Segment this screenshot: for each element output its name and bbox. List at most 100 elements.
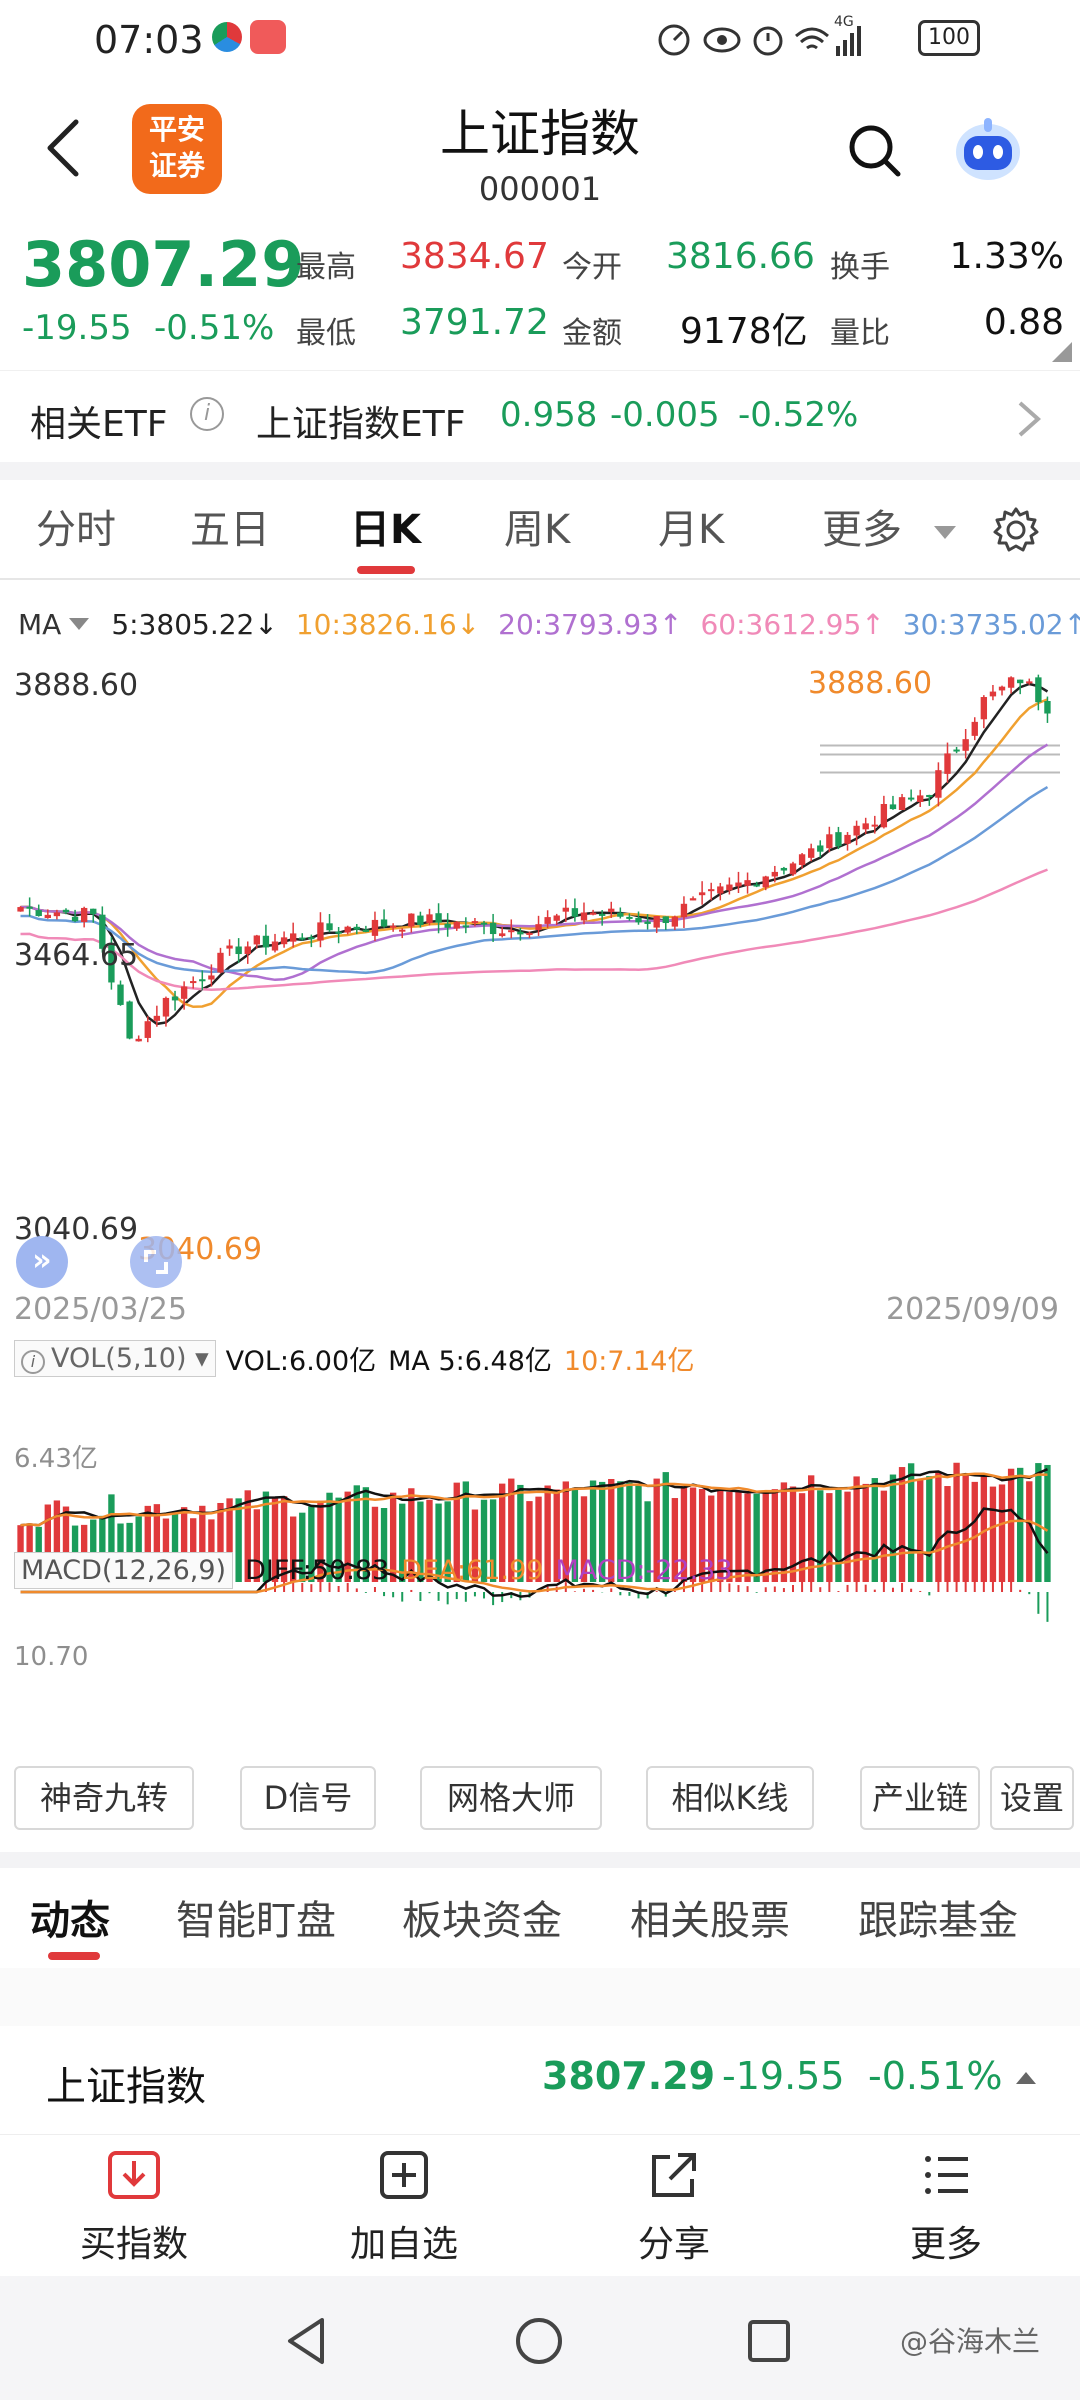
index-summary-row[interactable]: 上证指数 3807.29 -19.55 -0.51% [0, 2026, 1080, 2130]
volume-ma10-line [20, 1472, 1048, 1527]
candle-body [262, 935, 270, 948]
battery-level: 100 [928, 25, 970, 50]
volume-bar [353, 1485, 360, 1582]
add-watchlist-button[interactable]: 加自选 [324, 2147, 484, 2267]
back-button[interactable] [40, 116, 88, 180]
volume-bar [662, 1472, 669, 1582]
candle-body [280, 937, 288, 945]
candle-body [426, 914, 433, 923]
volume-bar [771, 1489, 779, 1582]
nav-recents-icon[interactable] [744, 2316, 794, 2366]
open-label: 今开 [562, 250, 622, 285]
tab-smart-watch[interactable]: 智能盯盘 [176, 1898, 336, 1944]
volume-bar [53, 1500, 61, 1582]
volume-bar [953, 1462, 960, 1582]
ma20-value: 20:3793.93↑ [498, 607, 683, 641]
volume-bar [871, 1478, 878, 1582]
volume-bar [626, 1482, 633, 1582]
broker-logo[interactable]: 平安 证券 [132, 104, 222, 194]
tab-intraday[interactable]: 分时 [36, 507, 116, 553]
candle-body [171, 996, 179, 1001]
candle-body [780, 867, 788, 871]
candle-body [153, 1015, 161, 1021]
candle-body [535, 924, 542, 931]
candle-body [99, 914, 106, 949]
nav-back-icon[interactable] [282, 2316, 332, 2366]
collapse-caret-icon[interactable] [1016, 2072, 1036, 2084]
candle-body [626, 916, 633, 919]
expand-corner-icon[interactable] [1052, 342, 1072, 362]
tab-tracking-funds[interactable]: 跟踪基金 [858, 1898, 1018, 1944]
buy-index-button[interactable]: 买指数 [54, 2147, 214, 2267]
volume-bar [535, 1496, 542, 1582]
candle-body [680, 903, 688, 918]
more-button[interactable]: 更多 [866, 2147, 1026, 2267]
vol-indicator-selector[interactable]: i VOL(5,10) ▾ [14, 1339, 216, 1377]
expand-panel-button[interactable]: » [16, 1236, 68, 1288]
tab-five-day[interactable]: 五日 [190, 507, 270, 553]
tool-magic-nine[interactable]: 神奇九转 [14, 1766, 194, 1830]
tool-industry-chain[interactable]: 产业链 [860, 1766, 980, 1830]
candle-body [889, 804, 897, 810]
fullscreen-button[interactable] [130, 1236, 182, 1288]
volume-bar [1044, 1464, 1051, 1582]
ma-dropdown-icon[interactable] [69, 618, 90, 630]
chevron-right-icon [1018, 401, 1042, 437]
tab-news[interactable]: 动态 [30, 1898, 110, 1944]
tab-more[interactable]: 更多 [822, 507, 902, 553]
volume-bar [135, 1516, 142, 1582]
tab-monthly-k[interactable]: 月K [658, 507, 725, 553]
volume-bar [162, 1518, 170, 1582]
tool-d-signal[interactable]: D信号 [240, 1766, 376, 1830]
candle-body [371, 919, 379, 936]
candle-body [1035, 677, 1042, 703]
related-etf-row[interactable]: 相关ETF i 上证指数ETF 0.958 -0.005 -0.52% [0, 370, 1080, 462]
nav-home-icon[interactable] [514, 2316, 564, 2366]
tool-settings[interactable]: 设置 [990, 1766, 1074, 1830]
candle-body [944, 753, 951, 774]
volume-bar [44, 1504, 51, 1582]
gear-icon[interactable] [992, 506, 1040, 554]
share-button[interactable]: 分享 [594, 2147, 754, 2267]
candle-body [453, 922, 460, 929]
candle-body [735, 882, 742, 887]
tab-sector-funds[interactable]: 板块资金 [402, 1898, 562, 1944]
volume-bar [489, 1499, 497, 1582]
watermark: @谷海木兰 [900, 2325, 1041, 2358]
logo-line1: 平安 [148, 113, 205, 146]
tab-related-stocks[interactable]: 相关股票 [630, 1898, 790, 1944]
high-value: 3834.67 [400, 236, 549, 277]
volume-bar [317, 1500, 324, 1582]
candle-body [562, 907, 569, 912]
volume-bar [108, 1494, 115, 1582]
volume-bar [217, 1502, 224, 1582]
tab-weekly-k[interactable]: 周K [504, 507, 571, 553]
volume-bar [671, 1498, 679, 1582]
candle-body [417, 915, 424, 926]
tab-daily-k[interactable]: 日K [350, 480, 421, 580]
macd-label[interactable]: MACD(12,26,9) [14, 1551, 234, 1589]
volume-bar [253, 1509, 261, 1582]
assistant-button[interactable] [950, 112, 1026, 188]
current-price: 3807.29 [22, 228, 305, 301]
kline-chart-area[interactable]: MA 5:3805.22↓ 10:3826.16↓ 20:3793.93↑ 60… [0, 582, 1080, 1862]
candle-body [353, 926, 360, 930]
candle-body [317, 922, 324, 941]
volume-bar [199, 1505, 206, 1582]
volume-bar [99, 1515, 106, 1582]
volume-bar [344, 1491, 351, 1582]
volume-bar [835, 1489, 842, 1582]
kline-svg[interactable] [0, 652, 1080, 1652]
vol-ratio-value: 0.88 [983, 302, 1064, 343]
tool-grid-master[interactable]: 网格大师 [420, 1766, 602, 1830]
info-icon[interactable]: i [190, 397, 224, 431]
vol-info-icon: i [21, 1349, 45, 1374]
search-button[interactable] [846, 122, 902, 178]
search-icon [849, 125, 901, 177]
plus-square-icon [380, 2151, 428, 2199]
candle-body [871, 824, 878, 827]
volume-bar [417, 1501, 424, 1582]
tool-similar-kline[interactable]: 相似K线 [646, 1766, 814, 1830]
volume-bar [944, 1486, 951, 1582]
candle-body [835, 832, 842, 847]
